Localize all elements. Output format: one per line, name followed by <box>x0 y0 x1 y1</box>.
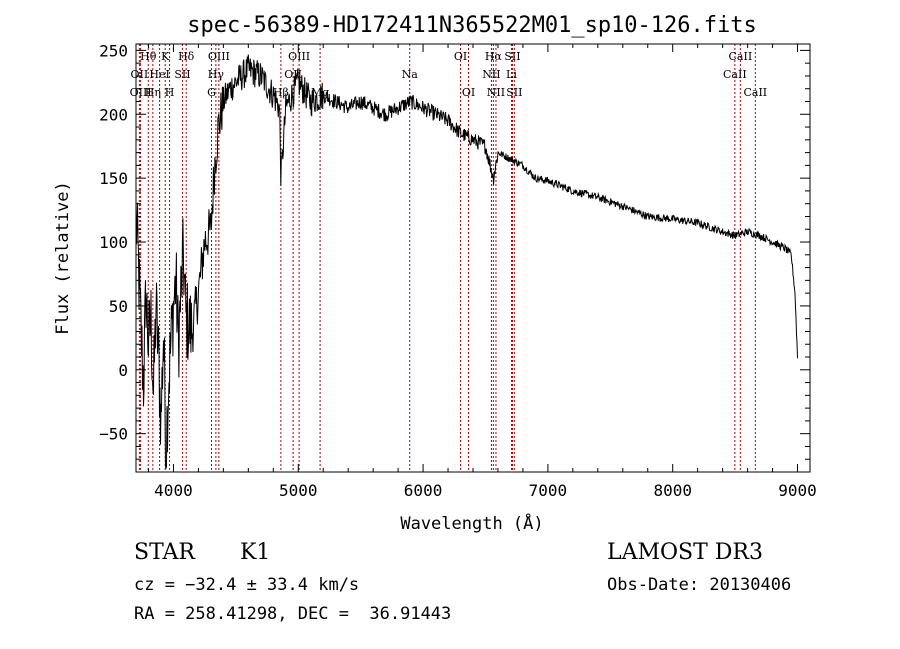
y-tick-label: 250 <box>99 41 128 60</box>
spectral-line-label: HeI <box>149 68 169 81</box>
spectral-line-label: Hα <box>485 50 503 63</box>
spectral-line-label: OIII <box>288 50 310 63</box>
spectral-line-label: Hθ <box>140 50 157 63</box>
sky-coordinates: RA = 258.41298, DEC = 36.91443 <box>134 604 452 624</box>
spectral-line-label: Na <box>402 68 419 81</box>
x-axis-label: Wavelength (Å) <box>400 512 543 534</box>
spectral-line-label: H <box>165 86 175 99</box>
y-tick-label: 0 <box>118 361 128 380</box>
spectrum-line <box>135 54 798 469</box>
spectral-line-label: OIII <box>130 86 152 99</box>
x-tick-label: 9000 <box>778 481 817 500</box>
plot-frame <box>135 43 811 473</box>
spectral-line-label: CaII <box>723 68 747 81</box>
survey-name: LAMOST DR3 <box>607 540 763 565</box>
object-class: STAR <box>134 540 195 565</box>
spectral-line-label: OIII <box>208 50 230 63</box>
spectral-line-label: SII <box>174 68 190 81</box>
observation-date: Obs-Date: 20130406 <box>607 575 792 595</box>
x-tick-label: 7000 <box>529 481 568 500</box>
y-tick-label: 100 <box>99 233 128 252</box>
x-tick-label: 4000 <box>154 481 193 500</box>
x-tick-label: 6000 <box>404 481 443 500</box>
spectral-line-label: CaII <box>743 86 767 99</box>
spectral-line-label: OI <box>454 50 467 63</box>
object-subclass: K1 <box>240 540 271 565</box>
spectral-line-label: Li <box>506 68 517 81</box>
spectral-line-label: NII <box>487 86 505 99</box>
spectral-line-label: Hδ <box>178 50 195 63</box>
y-tick-label: 50 <box>109 297 128 316</box>
chart-title: spec-56389-HD172411N365522M01_sp10-126.f… <box>187 13 757 38</box>
spectral-line-label: K <box>161 50 170 63</box>
spectral-line-label: OII <box>131 68 149 81</box>
y-tick-label: 150 <box>99 169 128 188</box>
spectral-line-label: Hη <box>145 86 161 99</box>
spectral-line-label: G <box>207 86 216 99</box>
x-tick-label: 5000 <box>279 481 318 500</box>
spectral-line-label: Hγ <box>208 68 225 81</box>
y-tick-label: −50 <box>99 425 128 444</box>
spectral-line-label: Hβ <box>273 86 289 99</box>
x-tick-label: 8000 <box>653 481 692 500</box>
spectral-line-label: CaII <box>729 50 753 63</box>
y-tick-label: 200 <box>99 105 128 124</box>
spectral-line-label: SII <box>506 86 522 99</box>
spectral-line-label: SII <box>504 50 520 63</box>
y-axis-label: Flux (relative) <box>53 181 73 335</box>
spectral-line-label: OI <box>462 86 475 99</box>
spectral-line-label: NII <box>482 68 500 81</box>
redshift-value: cz = −32.4 ± 33.4 km/s <box>134 575 360 595</box>
